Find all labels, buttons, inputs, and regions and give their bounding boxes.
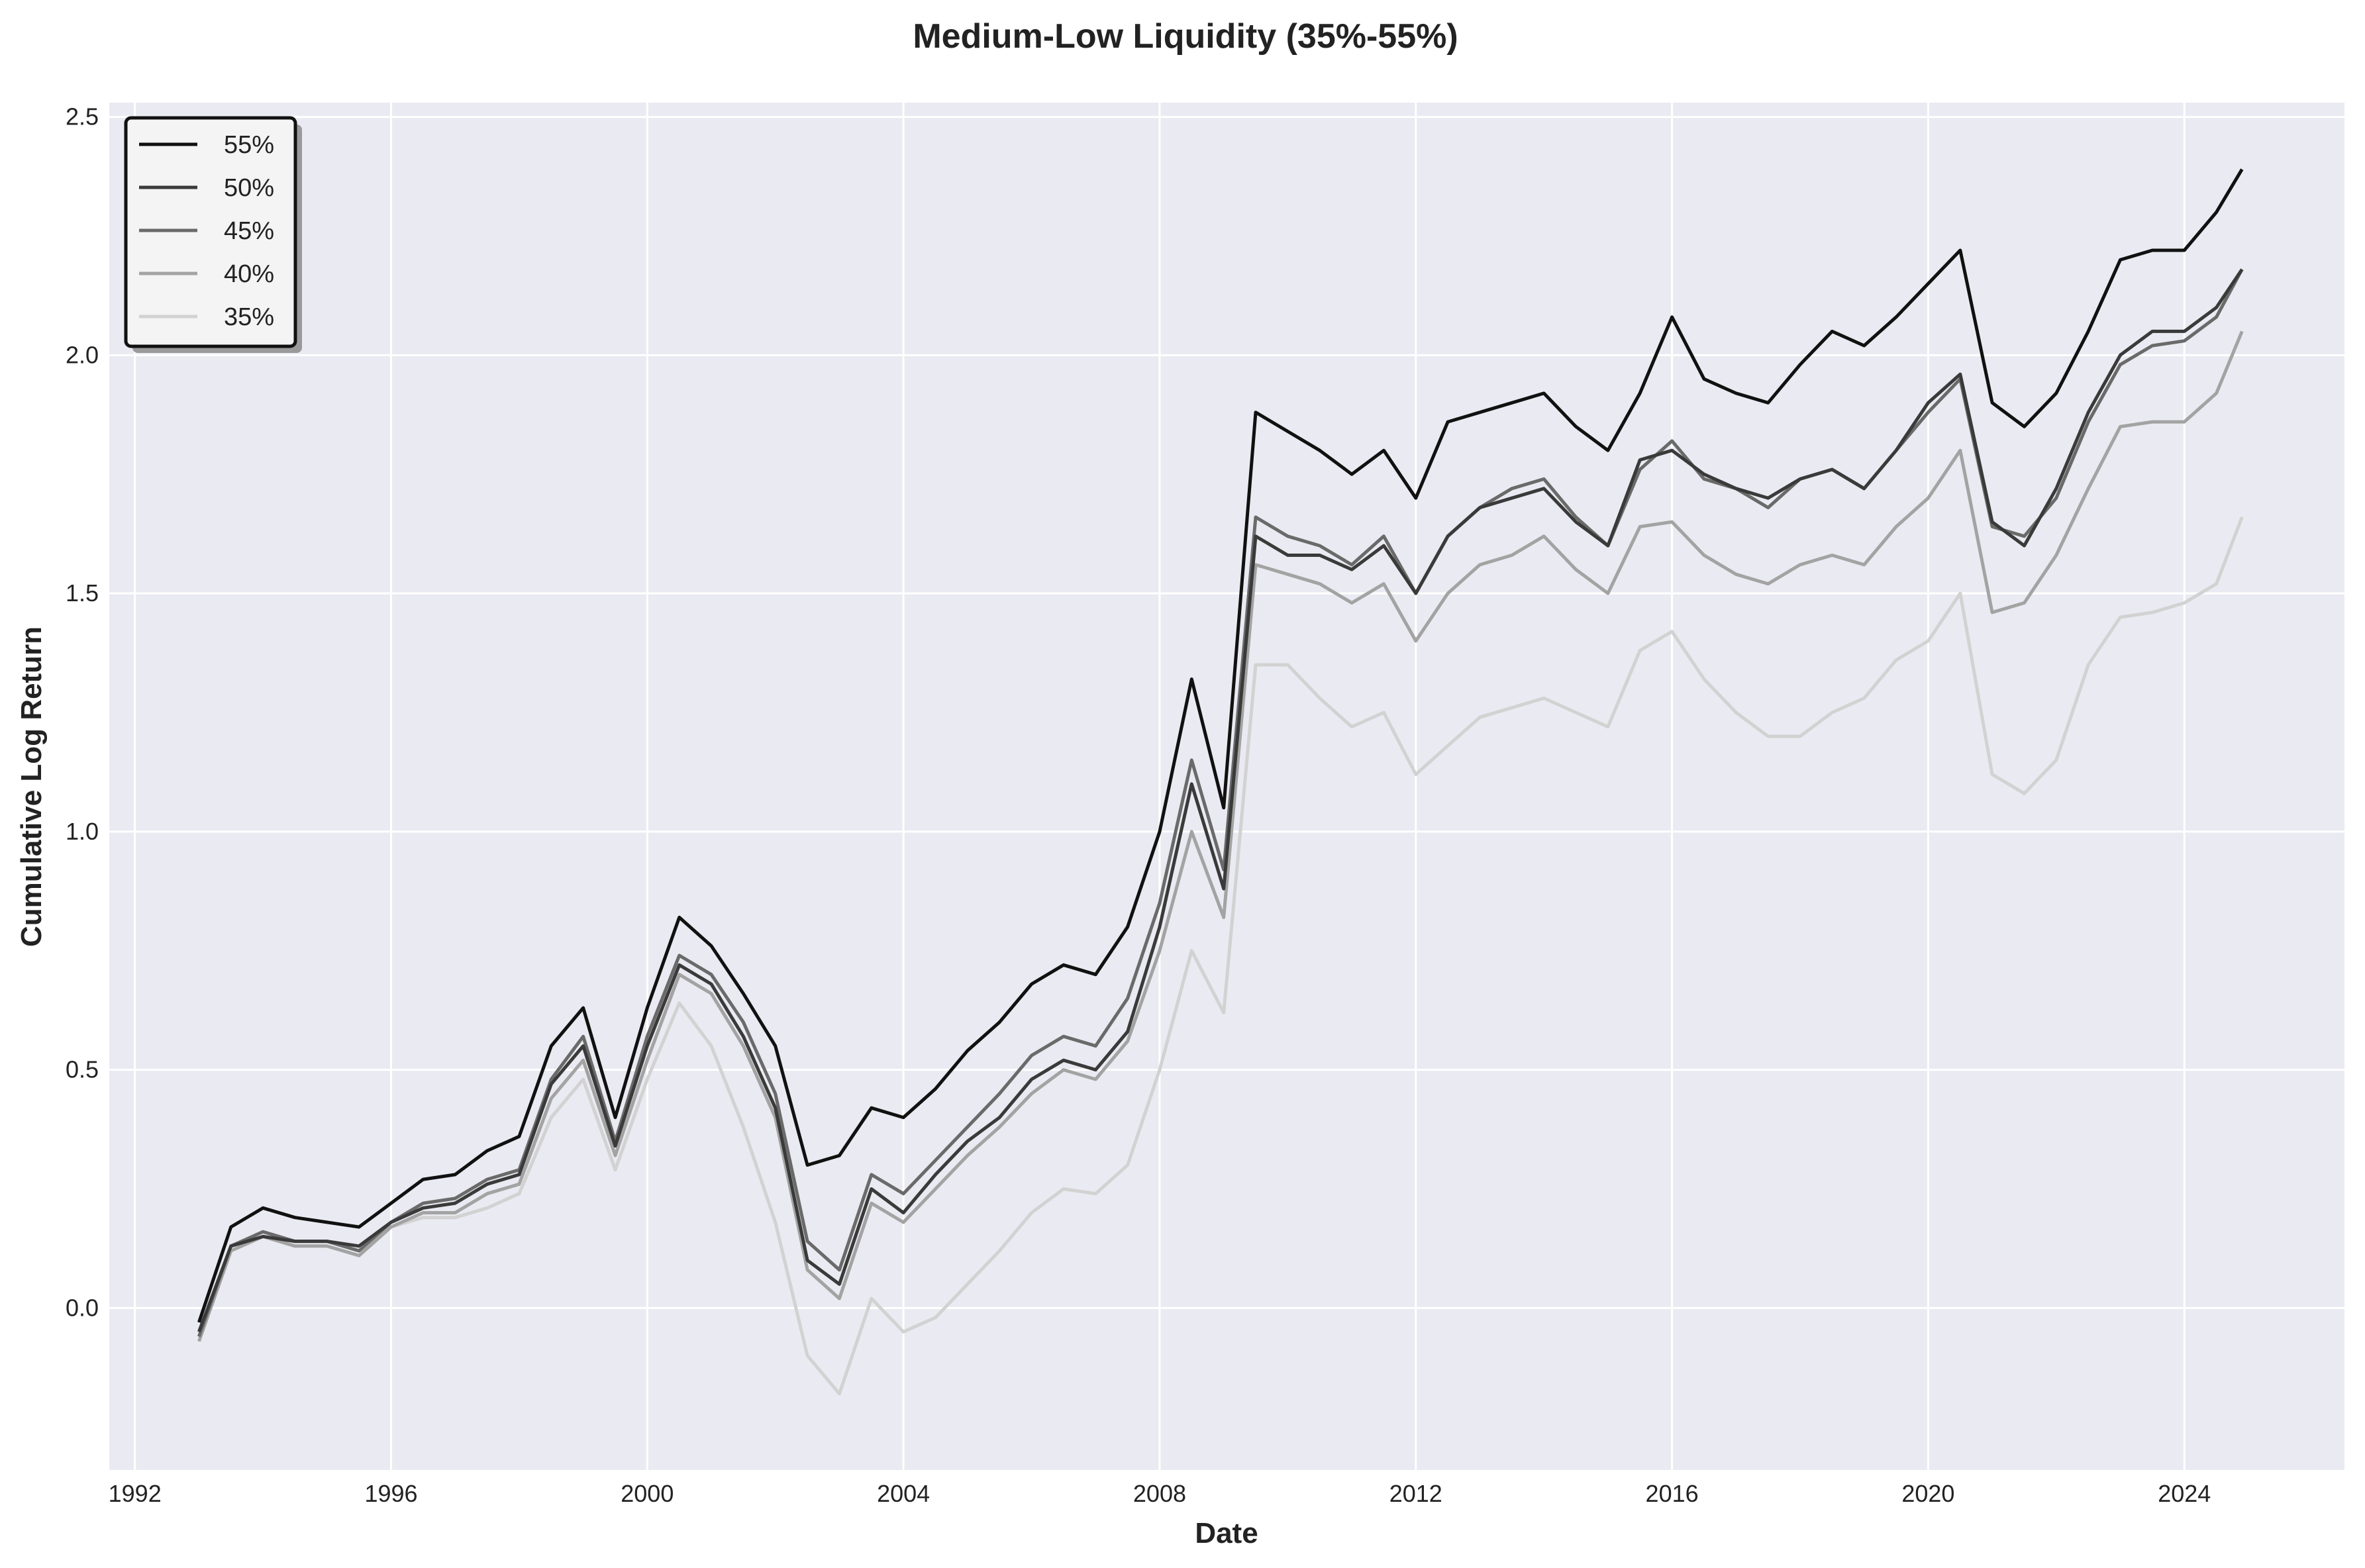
y-tick-label: 1.5 [66, 579, 99, 607]
y-tick-label: 2.5 [66, 103, 99, 130]
y-axis-label: Cumulative Log Return [15, 626, 48, 947]
chart-title: Medium-Low Liquidity (35%-55%) [913, 17, 1458, 56]
x-tick-label: 1992 [109, 1480, 162, 1507]
y-tick-label: 1.0 [66, 818, 99, 845]
x-tick-label: 2008 [1133, 1480, 1186, 1507]
series-line-50pct [197, 268, 2244, 1333]
x-tick-label: 2004 [877, 1480, 930, 1507]
x-tick-label: 2020 [1901, 1480, 1954, 1507]
x-tick-label: 2000 [621, 1480, 674, 1507]
legend-label: 35% [224, 303, 274, 331]
x-tick-label: 1996 [364, 1480, 417, 1507]
legend-box [124, 116, 297, 348]
x-tick-label: 2012 [1389, 1480, 1442, 1507]
x-tick-label: 2016 [1646, 1480, 1699, 1507]
series-line-40pct [197, 330, 2244, 1342]
legend-label: 45% [224, 217, 274, 245]
y-tick-label: 2.0 [66, 341, 99, 368]
tick-labels: 1992 1996 2000 2004 2008 2012 2016 2020 2024 0.0 0… [66, 103, 2211, 1507]
series-line-55pct [197, 168, 2244, 1323]
legend-label: 55% [224, 131, 274, 159]
legend: 55% 50% 45% 40% 35% [124, 116, 302, 353]
series-line-35pct [197, 516, 2244, 1396]
x-axis-label: Date [1195, 1517, 1258, 1549]
y-tick-label: 0.0 [66, 1294, 99, 1321]
legend-label: 50% [224, 174, 274, 202]
y-tick-label: 0.5 [66, 1056, 99, 1083]
series-lines [197, 168, 2244, 1396]
legend-label: 40% [224, 260, 274, 288]
x-tick-label: 2024 [2158, 1480, 2211, 1507]
